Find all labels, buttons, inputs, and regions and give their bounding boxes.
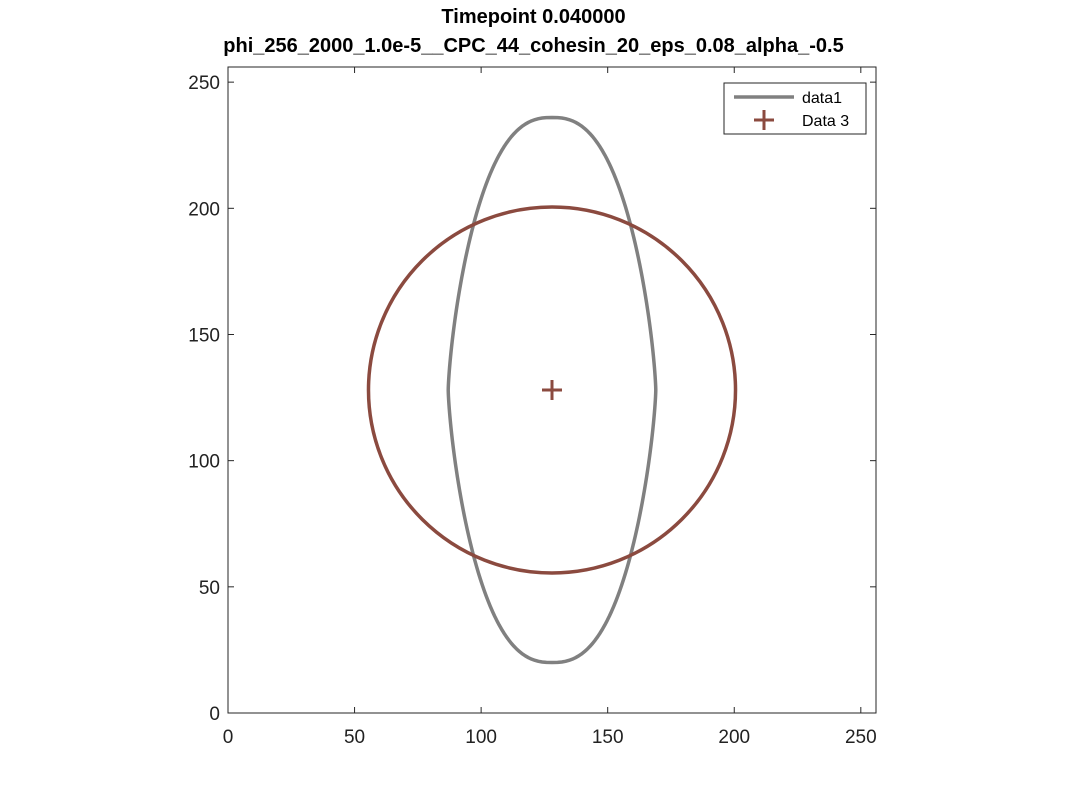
legend-label-data1: data1 [802, 90, 842, 107]
series-data3-center-marker [542, 380, 562, 400]
y-tick-label: 250 [188, 73, 220, 94]
series-data1-curve [446, 115, 658, 665]
legend-label-data3: Data 3 [802, 113, 849, 130]
y-tick-label: 100 [188, 452, 220, 473]
chart-subtitle: phi_256_2000_1.0e-5__CPC_44_cohesin_20_e… [223, 35, 844, 57]
series-data3-circle [366, 205, 738, 575]
x-tick-label: 150 [592, 727, 624, 748]
x-tick-labels: 0 50 100 150 200 250 [223, 727, 877, 748]
y-tick-label: 50 [199, 578, 220, 599]
axis-ticks [227, 67, 876, 714]
x-tick-label: 50 [344, 727, 365, 748]
legend: data1 Data 3 [723, 82, 867, 135]
legend-swatch-data3 [754, 110, 774, 130]
y-tick-label: 150 [188, 325, 220, 346]
axes-box [227, 66, 877, 714]
legend-box [723, 82, 867, 135]
x-tick-label: 250 [845, 727, 877, 748]
x-tick-label: 200 [718, 727, 750, 748]
plot-area [366, 115, 738, 665]
x-tick-label: 0 [223, 727, 234, 748]
y-tick-label: 0 [209, 704, 220, 725]
y-tick-label: 200 [188, 199, 220, 220]
y-tick-labels: 0 50 100 150 200 250 [188, 73, 220, 725]
x-tick-label: 100 [465, 727, 497, 748]
chart-title: Timepoint 0.040000 [441, 6, 626, 28]
